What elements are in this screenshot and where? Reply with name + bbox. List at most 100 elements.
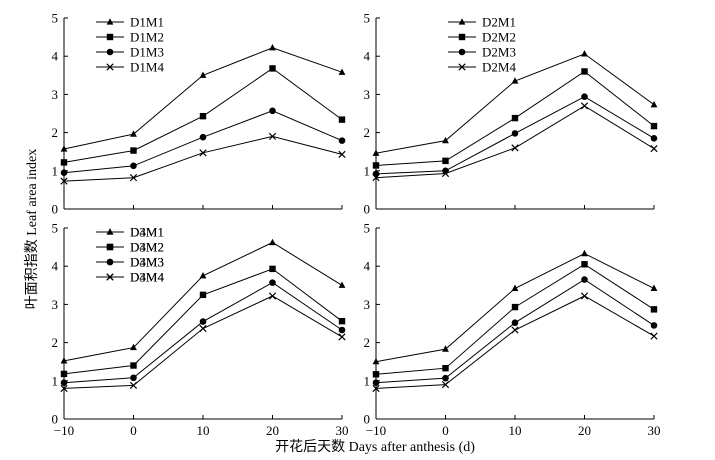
y-tick-label: 3 <box>364 297 371 312</box>
data-point <box>650 122 658 130</box>
series-D2M1 <box>372 50 658 156</box>
legend-label: D3M1 <box>130 225 164 240</box>
legend-label: D1M2 <box>130 30 164 45</box>
legend-label: D2M1 <box>482 15 516 30</box>
legend-marker <box>106 63 114 71</box>
data-point <box>268 292 277 300</box>
y-tick-label: 2 <box>52 335 59 350</box>
legend-marker <box>458 63 466 71</box>
data-point <box>442 157 449 165</box>
x-tick-label: 30 <box>336 423 349 438</box>
data-point <box>442 345 449 352</box>
data-point <box>650 332 658 340</box>
data-point <box>372 371 380 378</box>
data-point <box>129 174 138 182</box>
x-tick-label: 10 <box>197 423 210 438</box>
legend-marker <box>106 33 114 41</box>
y-tick-label: 5 <box>52 11 59 26</box>
series-D1M3 <box>60 107 346 177</box>
legend-marker <box>106 243 114 251</box>
data-point <box>268 132 277 141</box>
data-point <box>338 326 346 334</box>
series-D3M2 <box>60 265 346 378</box>
data-point <box>581 276 588 283</box>
data-point <box>372 379 380 387</box>
legend-label: D3M2 <box>130 240 164 255</box>
data-point <box>581 68 588 75</box>
legend-marker <box>106 258 114 266</box>
y-tick-label: 0 <box>52 202 59 217</box>
data-point <box>269 43 276 51</box>
data-point <box>60 145 68 152</box>
y-tick-label: 3 <box>52 87 59 102</box>
series-D3M3 <box>60 279 346 387</box>
series-line <box>375 263 655 375</box>
data-point <box>338 318 346 325</box>
data-point <box>269 279 276 286</box>
legend-label: D4M1 <box>130 225 164 240</box>
legend-label: D2M4 <box>482 60 516 75</box>
data-point <box>338 68 346 75</box>
data-point <box>372 149 380 156</box>
data-point <box>581 93 588 100</box>
data-point <box>60 379 68 387</box>
data-point <box>269 238 276 246</box>
y-tick-label: 4 <box>52 49 59 64</box>
legend-label: D4M3 <box>130 255 164 270</box>
data-point <box>130 374 137 382</box>
data-point <box>338 281 346 288</box>
legend-label: D2M2 <box>482 30 516 45</box>
data-point <box>60 169 68 177</box>
series-D1M4 <box>60 132 346 185</box>
data-point <box>199 71 207 78</box>
y-tick-label: 0 <box>364 202 371 217</box>
data-point <box>60 159 68 166</box>
data-point <box>511 144 519 152</box>
y-tick-label: 1 <box>52 373 59 388</box>
data-point <box>441 169 450 178</box>
data-point <box>650 135 658 142</box>
y-tick-label: 0 <box>364 412 371 427</box>
data-point <box>581 249 588 257</box>
series-line <box>63 110 343 174</box>
data-point <box>130 147 137 154</box>
legend-label: D1M1 <box>130 15 164 30</box>
data-point <box>199 324 207 333</box>
data-point <box>511 319 519 327</box>
legend-marker <box>106 273 114 281</box>
data-point <box>650 145 658 153</box>
legend-label: D1M4 <box>130 60 164 75</box>
legend-label: D3M3 <box>130 255 164 270</box>
y-axis-label: 叶面积指数 Leaf area index <box>24 149 40 310</box>
data-point <box>442 136 449 144</box>
x-tick-label: 0 <box>442 423 449 438</box>
series-D4M4 <box>372 292 658 393</box>
series-D1M2 <box>60 65 346 166</box>
data-point <box>338 137 346 144</box>
legend-marker <box>106 18 114 25</box>
data-point <box>581 50 588 57</box>
data-point <box>650 306 658 313</box>
legend-label: D1M3 <box>130 45 164 60</box>
data-point <box>511 326 519 334</box>
data-point <box>199 318 207 325</box>
series-line <box>63 295 343 389</box>
series-D4M3 <box>372 276 658 387</box>
data-point <box>442 364 449 372</box>
data-point <box>338 333 346 341</box>
data-point <box>511 284 519 291</box>
legend-marker <box>106 228 114 235</box>
series-D2M2 <box>372 68 658 169</box>
data-point <box>338 150 346 158</box>
y-tick-label: 0 <box>52 412 59 427</box>
x-tick-label: 20 <box>578 423 591 438</box>
data-point <box>60 177 68 185</box>
y-tick-label: 4 <box>364 259 371 274</box>
data-point <box>511 77 519 84</box>
series-D3M4 <box>60 292 346 393</box>
series-D1M1 <box>60 43 346 152</box>
